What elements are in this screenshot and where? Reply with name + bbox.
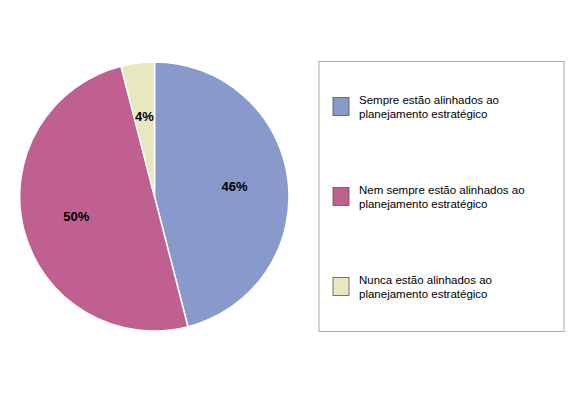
chart-svg: 46% 50% 4% Sempre estão alinhados ao planeja…: [0, 0, 574, 393]
legend-label-line: planejamento estratégico: [359, 198, 488, 210]
data-label: 4%: [135, 109, 154, 124]
legend-label: Nem sempre estão alinhados ao planejament…: [359, 184, 525, 210]
legend: Sempre estão alinhados ao planejamento es…: [319, 62, 564, 332]
legend-label: Sempre estão alinhados ao planejamento es…: [359, 94, 499, 120]
legend-label-line: Nem sempre estão alinhados ao: [359, 184, 525, 196]
legend-label-line: Sempre estão alinhados ao: [359, 94, 499, 106]
pie-slice: [121, 62, 154, 197]
legend-item: Sempre estão alinhados ao planejamento es…: [333, 94, 499, 120]
legend-label-line: planejamento estratégico: [359, 108, 488, 120]
data-label: 46%: [222, 179, 248, 194]
legend-label-line: planejamento estratégico: [359, 288, 488, 300]
legend-swatch: [333, 188, 349, 206]
legend-swatch: [333, 98, 349, 116]
data-label: 50%: [63, 209, 89, 224]
pie-slice: [20, 66, 188, 331]
pie: [20, 62, 289, 331]
legend-label: Nunca estão alinhados ao planejamento est…: [359, 274, 492, 300]
legend-item: Nem sempre estão alinhados ao planejament…: [333, 184, 525, 210]
chart-container: 46% 50% 4% Sempre estão alinhados ao planeja…: [0, 0, 574, 393]
legend-frame: [319, 62, 564, 332]
data-labels: 46% 50% 4%: [63, 109, 248, 224]
legend-item: Nunca estão alinhados ao planejamento est…: [333, 274, 492, 300]
legend-swatch: [333, 278, 349, 296]
legend-label-line: Nunca estão alinhados ao: [359, 274, 492, 286]
